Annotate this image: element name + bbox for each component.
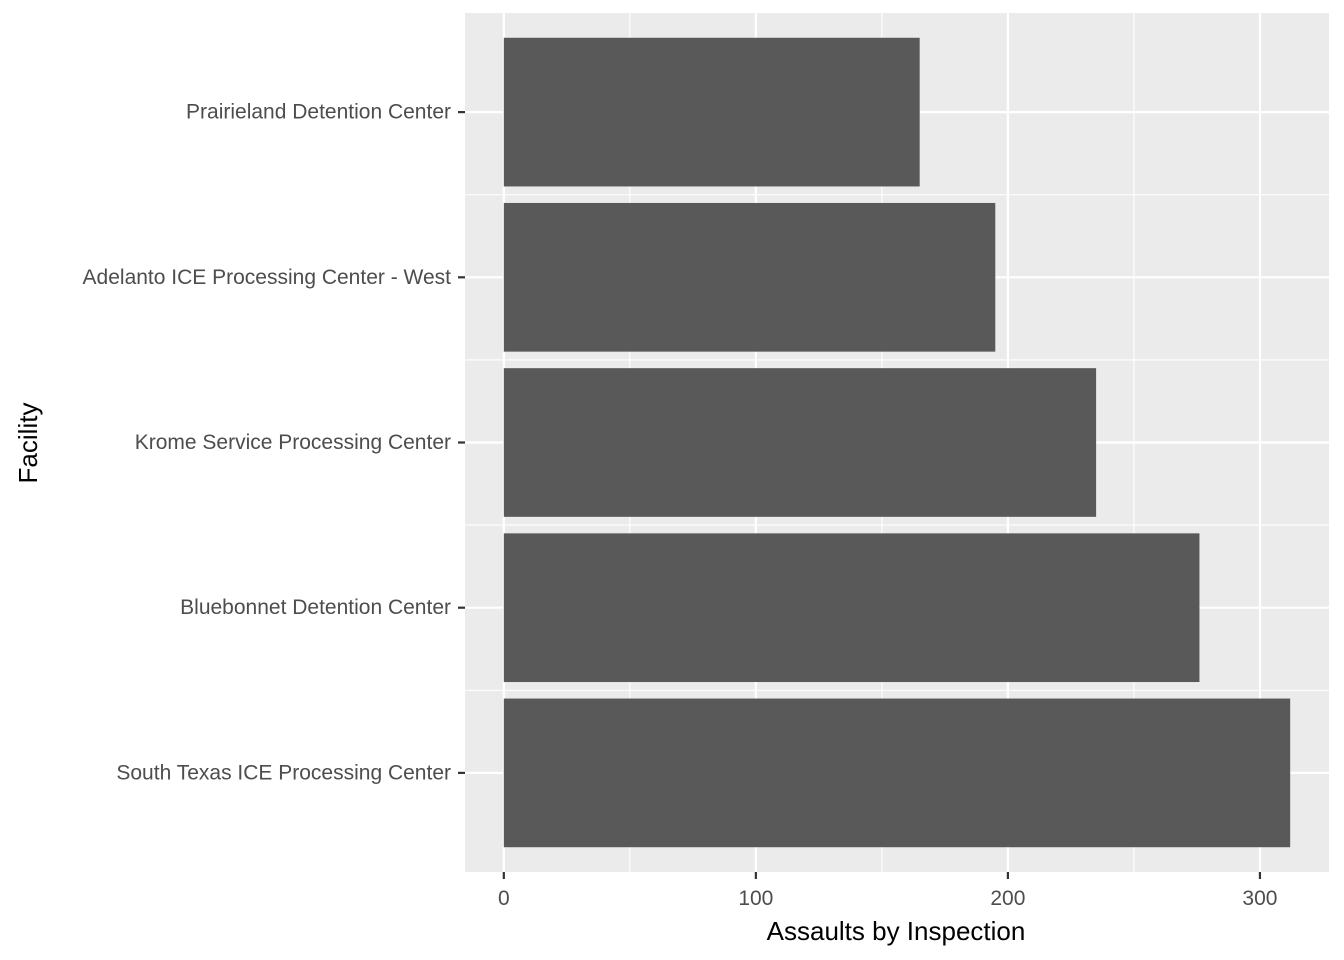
x-tick-label: 100 <box>738 887 773 910</box>
bar <box>503 368 1097 517</box>
bar <box>503 37 920 187</box>
y-tick-label: Adelanto ICE Processing Center - West <box>83 266 452 289</box>
x-tick-label: 200 <box>990 887 1025 910</box>
bar <box>503 533 1200 683</box>
x-axis-ticks: 0 100 200 300 <box>498 872 1277 910</box>
bar <box>503 698 1291 848</box>
x-tick-label: 0 <box>498 887 510 910</box>
y-tick-label: South Texas ICE Processing Center <box>116 761 451 784</box>
y-tick-label: Bluebonnet Detention Center <box>180 596 451 619</box>
bar <box>503 202 996 352</box>
bars <box>503 37 1291 848</box>
y-axis-title: Facility <box>13 403 43 484</box>
x-axis-title: Assaults by Inspection <box>767 916 1026 946</box>
x-tick-label: 300 <box>1242 887 1277 910</box>
y-tick-label: Prairieland Detention Center <box>186 101 451 124</box>
y-tick-label: Krome Service Processing Center <box>135 431 451 454</box>
y-axis-ticks: South Texas ICE Processing Center Bluebon… <box>83 101 465 784</box>
